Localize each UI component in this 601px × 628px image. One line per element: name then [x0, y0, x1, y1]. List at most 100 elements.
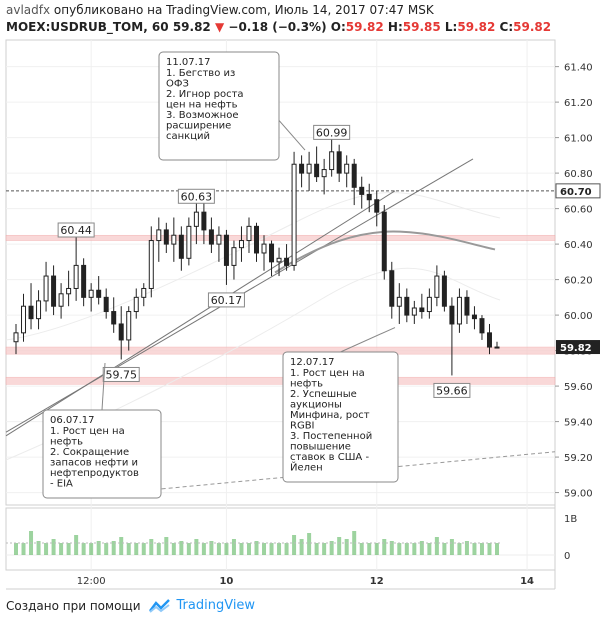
callout-box — [282, 351, 399, 483]
volume-bar — [156, 543, 161, 555]
candle-body — [36, 300, 42, 320]
candle-body — [133, 296, 139, 313]
y-tick-label: 60.60 — [564, 205, 593, 216]
candle-body — [178, 234, 184, 259]
close-label: C: — [499, 20, 514, 34]
callout-line: 1. Рост цен на — [290, 368, 365, 379]
callout-line: ОФЗ — [166, 79, 189, 90]
volume-bar — [397, 543, 402, 555]
callout-line: расширение — [166, 121, 231, 132]
volume-bar — [479, 543, 484, 555]
candle-body — [96, 289, 102, 298]
tradingview-brand[interactable]: TradingView — [176, 598, 256, 613]
callout-line: 2. Сокращение — [50, 447, 129, 458]
price-label-box — [177, 188, 215, 204]
price-label-box — [433, 382, 471, 398]
open-label: O: — [330, 20, 346, 34]
volume-bar — [224, 543, 229, 555]
volume-bar — [246, 543, 251, 555]
candle-body — [404, 296, 410, 316]
volume-bar — [495, 543, 499, 555]
callout-line: аукционы — [290, 400, 342, 411]
y-tick-label: 59.00 — [564, 489, 593, 500]
volume-bar — [292, 535, 297, 555]
candle-body — [193, 211, 199, 227]
volume-bar — [141, 543, 146, 555]
callout-line: 1. Бегство из — [166, 68, 235, 79]
dashed-trend-line — [84, 451, 556, 497]
callout-line: RGBI — [290, 421, 315, 432]
volume-bar — [209, 541, 214, 555]
y-tick-label: 61.00 — [564, 134, 593, 145]
volume-bar — [81, 543, 86, 555]
candle-body — [306, 163, 312, 174]
created-with-text: Создано при помощи — [6, 598, 141, 613]
volume-bar — [179, 541, 184, 555]
volume-bar — [231, 539, 236, 555]
x-tick-label: 12:00 — [77, 576, 106, 587]
price-chart[interactable]: 61.40 61.20 61.00 60.80 60.60 60.40 60.20 60.00… — [0, 0, 601, 598]
callout-line: 2. Игнор роста — [166, 89, 244, 100]
callout-line: нефтепродуктов — [50, 468, 139, 479]
candle-body — [186, 225, 192, 259]
volume-bar — [44, 543, 49, 555]
price-level-tag — [555, 183, 601, 199]
callout-date: 12.07.17 — [290, 357, 335, 368]
candle-body — [171, 234, 177, 245]
candle-body — [28, 305, 34, 320]
volume-bar — [262, 543, 267, 555]
volume-bar — [337, 537, 342, 555]
volume-tick-label: 0 — [564, 551, 570, 562]
volume-bar — [201, 543, 206, 555]
support-zone — [5, 346, 556, 355]
candle-body — [118, 323, 124, 341]
candle-body — [238, 240, 244, 249]
callout-line: санкций — [166, 131, 210, 142]
volume-bar — [194, 539, 199, 555]
volume-bar — [419, 541, 424, 555]
callout-line: нефть — [50, 437, 83, 448]
volume-bar — [21, 543, 26, 555]
candle-body — [223, 234, 229, 266]
candle-body — [156, 229, 162, 242]
volume-bar — [382, 539, 387, 555]
candle-body — [464, 296, 470, 316]
volume-bar — [329, 541, 334, 555]
price-label: 59.75 — [105, 368, 137, 381]
candle-body — [344, 163, 350, 174]
callout-date: 06.07.17 — [50, 415, 95, 426]
x-tick-label: 12 — [370, 576, 384, 587]
callout-pointer — [101, 362, 106, 411]
volume-bar — [344, 539, 349, 555]
volume-tick-label: 1B — [564, 514, 577, 525]
volume-bar — [269, 543, 274, 555]
volume-bar — [449, 539, 454, 555]
candle-body — [231, 247, 237, 266]
candle-body — [21, 305, 27, 334]
volume-bar — [66, 543, 71, 555]
published-text: опубликовано на TradingView.com, Июль 14… — [53, 3, 434, 17]
volume-bar — [126, 543, 131, 555]
volume-bar — [239, 543, 244, 555]
candle-body — [314, 163, 320, 178]
candle-body — [148, 240, 154, 289]
volume-bar — [51, 539, 56, 555]
down-arrow-icon: ▼ — [214, 20, 225, 34]
volume-bar — [74, 535, 79, 555]
volume-bar — [96, 541, 101, 555]
candle-body — [208, 229, 214, 245]
candle-body — [81, 264, 87, 298]
candle-body — [163, 229, 169, 245]
candle-body — [381, 211, 387, 272]
volume-bar — [89, 543, 94, 555]
candle-body — [58, 293, 64, 307]
candle-body — [321, 169, 327, 178]
candle-body — [291, 163, 297, 266]
author-name[interactable]: avladfx — [6, 3, 51, 17]
callout-line: Йелен — [290, 461, 323, 474]
callout-box — [42, 409, 162, 499]
volume-bar — [322, 543, 327, 555]
candle-body — [66, 287, 72, 295]
price-label: 60.63 — [181, 190, 213, 203]
callout-line: - EIA — [50, 479, 73, 490]
